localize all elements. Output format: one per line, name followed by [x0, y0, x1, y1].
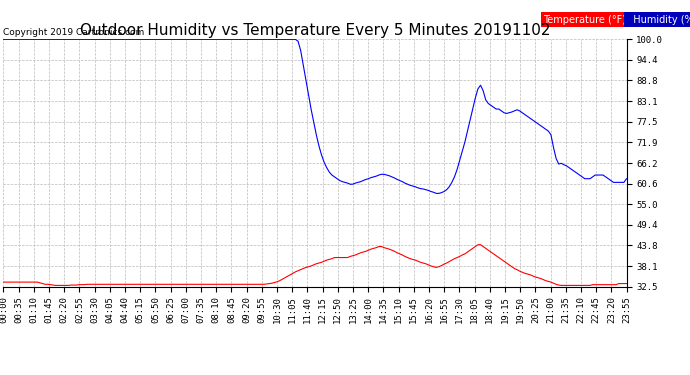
Text: Temperature (°F): Temperature (°F) — [544, 15, 627, 25]
Title: Outdoor Humidity vs Temperature Every 5 Minutes 20191102: Outdoor Humidity vs Temperature Every 5 … — [80, 23, 550, 38]
Text: Humidity (%): Humidity (%) — [627, 15, 690, 25]
Text: Copyright 2019 Cartronics.com: Copyright 2019 Cartronics.com — [3, 28, 145, 37]
